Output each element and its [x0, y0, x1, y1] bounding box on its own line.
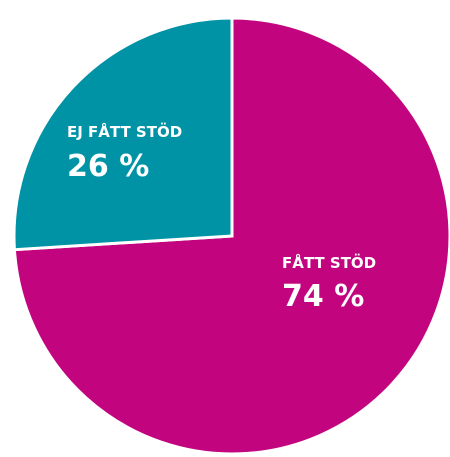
pie: [12, 16, 450, 456]
value-label: 74 %: [282, 279, 364, 314]
slice-label: EJ FÅTT STÖD: [67, 122, 182, 141]
value-label: 26 %: [67, 149, 149, 184]
pie-slice: [12, 16, 234, 252]
slice-label: FÅTT STÖD: [282, 253, 376, 272]
